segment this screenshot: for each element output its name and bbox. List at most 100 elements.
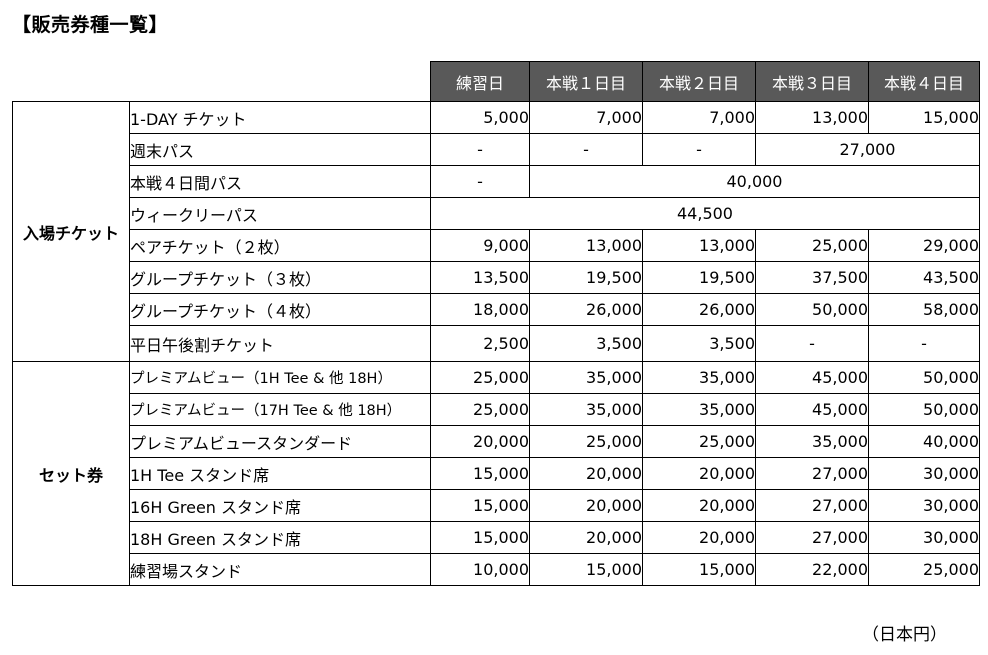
price-cell: 15,000 bbox=[430, 457, 530, 490]
row-name: 16H Green スタンド席 bbox=[129, 489, 431, 522]
row-name: 練習場スタンド bbox=[129, 553, 431, 586]
price-cell: 15,000 bbox=[430, 521, 530, 554]
price-cell: 25,000 bbox=[868, 553, 980, 586]
table-row: グループチケット（３枚） 13,500 19,500 19,500 37,500… bbox=[13, 261, 980, 294]
price-cell: 27,000 bbox=[755, 489, 869, 522]
table-row: 本戦４日間パス - 40,000 bbox=[13, 165, 980, 198]
table-row: 入場チケット 1-DAY チケット 5,000 7,000 7,000 13,0… bbox=[12, 101, 980, 362]
table-row: 練習場スタンド 10,000 15,000 15,000 22,000 25,0… bbox=[13, 553, 980, 586]
price-cell: - bbox=[430, 133, 530, 166]
price-cell: 3,500 bbox=[529, 325, 643, 362]
header-row: 練習日 本戦１日目 本戦２日目 本戦３日目 本戦４日目 bbox=[12, 61, 980, 102]
currency-unit-note: （日本円） bbox=[862, 625, 947, 645]
price-cell: 2,500 bbox=[430, 325, 530, 362]
group-label-set: セット券 bbox=[12, 361, 130, 586]
price-cell: 40,000 bbox=[868, 425, 980, 458]
table-row: ペアチケット（２枚） 9,000 13,000 13,000 25,000 29… bbox=[13, 229, 980, 262]
table-row: グループチケット（４枚） 18,000 26,000 26,000 50,000… bbox=[13, 293, 980, 326]
price-cell: 15,000 bbox=[529, 553, 643, 586]
price-cell: 15,000 bbox=[430, 489, 530, 522]
price-cell: 35,000 bbox=[529, 361, 643, 394]
price-cell: 26,000 bbox=[529, 293, 643, 326]
header-day4: 本戦４日目 bbox=[868, 61, 980, 102]
price-cell: 44,500 bbox=[430, 197, 980, 230]
table-row: 18H Green スタンド席 15,000 20,000 20,000 27,… bbox=[13, 521, 980, 554]
price-cell: 13,000 bbox=[529, 229, 643, 262]
price-cell: 3,500 bbox=[642, 325, 756, 362]
price-cell: 45,000 bbox=[755, 361, 869, 394]
price-cell: 25,000 bbox=[529, 425, 643, 458]
price-cell: 25,000 bbox=[430, 361, 530, 394]
price-cell: 19,500 bbox=[529, 261, 643, 294]
price-cell: 20,000 bbox=[642, 457, 756, 490]
table-row: 1H Tee スタンド席 15,000 20,000 20,000 27,000… bbox=[13, 457, 980, 490]
price-cell: 50,000 bbox=[868, 393, 980, 426]
price-cell: 35,000 bbox=[642, 361, 756, 394]
price-cell: - bbox=[430, 165, 530, 198]
table-row: プレミアムビュースタンダード 20,000 25,000 25,000 35,0… bbox=[13, 425, 980, 458]
price-cell: 27,000 bbox=[755, 457, 869, 490]
price-cell: 26,000 bbox=[642, 293, 756, 326]
price-cell: 13,000 bbox=[755, 101, 869, 134]
price-cell: 35,000 bbox=[529, 393, 643, 426]
price-cell: 43,500 bbox=[868, 261, 980, 294]
group-label-entry: 入場チケット bbox=[12, 101, 130, 362]
header-practice-day: 練習日 bbox=[430, 61, 530, 102]
price-cell: 25,000 bbox=[642, 425, 756, 458]
row-name: プレミアムビュー（17H Tee & 他 18H） bbox=[129, 393, 431, 426]
row-name: グループチケット（４枚） bbox=[129, 293, 431, 326]
price-cell: 7,000 bbox=[529, 101, 643, 134]
price-cell: 58,000 bbox=[868, 293, 980, 326]
header-day3: 本戦３日目 bbox=[755, 61, 869, 102]
row-name: プレミアムビュー（1H Tee & 他 18H） bbox=[129, 361, 431, 394]
price-cell: 20,000 bbox=[529, 457, 643, 490]
price-cell: 18,000 bbox=[430, 293, 530, 326]
row-name: 週末パス bbox=[129, 133, 431, 166]
price-cell: - bbox=[529, 133, 643, 166]
price-cell: 13,500 bbox=[430, 261, 530, 294]
price-cell: 25,000 bbox=[755, 229, 869, 262]
table-row: プレミアムビュー（17H Tee & 他 18H） 25,000 35,000 … bbox=[13, 393, 980, 426]
row-name: ウィークリーパス bbox=[129, 197, 431, 230]
ticket-price-table: 練習日 本戦１日目 本戦２日目 本戦３日目 本戦４日目 入場チケット 1-DAY… bbox=[12, 61, 980, 586]
price-cell: 20,000 bbox=[529, 489, 643, 522]
price-cell: 27,000 bbox=[755, 521, 869, 554]
price-cell: 30,000 bbox=[868, 457, 980, 490]
price-cell: 7,000 bbox=[642, 101, 756, 134]
row-name: 1-DAY チケット bbox=[129, 101, 431, 134]
header-day1: 本戦１日目 bbox=[529, 61, 643, 102]
price-cell: 20,000 bbox=[430, 425, 530, 458]
table-row: セット券 プレミアムビュー（1H Tee & 他 18H） 25,000 35,… bbox=[12, 361, 980, 586]
price-cell: 22,000 bbox=[755, 553, 869, 586]
row-name: グループチケット（３枚） bbox=[129, 261, 431, 294]
row-name: 本戦４日間パス bbox=[129, 165, 431, 198]
price-cell: 10,000 bbox=[430, 553, 530, 586]
price-cell: 30,000 bbox=[868, 521, 980, 554]
price-cell: 27,000 bbox=[755, 133, 980, 166]
price-cell: 29,000 bbox=[868, 229, 980, 262]
table-row: 16H Green スタンド席 15,000 20,000 20,000 27,… bbox=[13, 489, 980, 522]
price-cell: 30,000 bbox=[868, 489, 980, 522]
table-row: 週末パス - - - 27,000 bbox=[13, 133, 980, 166]
row-name: プレミアムビュースタンダード bbox=[129, 425, 431, 458]
price-cell: 20,000 bbox=[529, 521, 643, 554]
row-name: 18H Green スタンド席 bbox=[129, 521, 431, 554]
price-cell: 35,000 bbox=[755, 425, 869, 458]
row-name: 1H Tee スタンド席 bbox=[129, 457, 431, 490]
price-cell: - bbox=[642, 133, 756, 166]
price-cell: 19,500 bbox=[642, 261, 756, 294]
header-blank bbox=[12, 61, 431, 102]
price-cell: 13,000 bbox=[642, 229, 756, 262]
price-cell: 50,000 bbox=[868, 361, 980, 394]
price-cell: 45,000 bbox=[755, 393, 869, 426]
row-name: ペアチケット（２枚） bbox=[129, 229, 431, 262]
price-cell: - bbox=[868, 325, 980, 362]
price-cell: 25,000 bbox=[430, 393, 530, 426]
price-cell: 5,000 bbox=[430, 101, 530, 134]
price-cell: 20,000 bbox=[642, 521, 756, 554]
table-row: ウィークリーパス 44,500 bbox=[13, 197, 980, 230]
price-cell: 40,000 bbox=[529, 165, 980, 198]
price-cell: 15,000 bbox=[868, 101, 980, 134]
row-name: 平日午後割チケット bbox=[129, 325, 431, 362]
price-cell: 9,000 bbox=[430, 229, 530, 262]
